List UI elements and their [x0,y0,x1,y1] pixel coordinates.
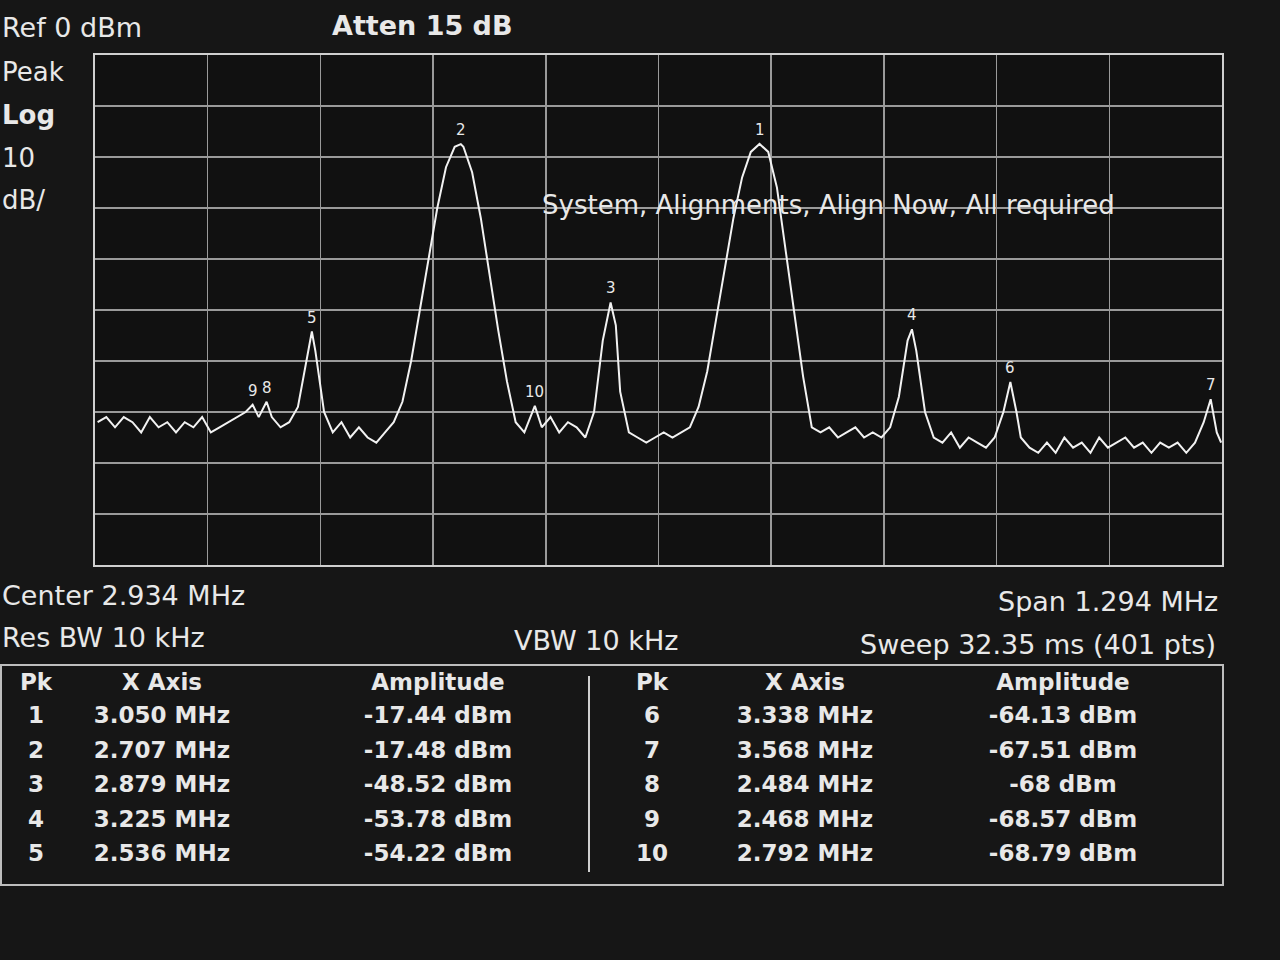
svg-text:7: 7 [1206,376,1216,394]
html-text:Amplitude: Amplitude [996,669,1130,695]
svg-text:9: 9 [248,382,258,400]
html-text:3.568 MHz: 3.568 MHz [736,736,874,763]
html-text:3.225 MHz: 3.225 MHz [93,805,231,832]
html-text:9: 9 [644,805,660,832]
html-text:1: 1 [28,702,44,728]
html-text:2.879 MHz: 2.879 MHz [93,771,231,797]
svg-text:Log: Log [2,100,55,130]
svg-text:Ref 0 dBm: Ref 0 dBm [2,12,142,43]
svg-text:VBW 10 kHz: VBW 10 kHz [514,625,678,656]
html-text:Amplitude: Amplitude [371,669,505,695]
html-text:6: 6 [644,702,660,728]
html-text:2: 2 [28,736,44,763]
html-text:2.707 MHz: 2.707 MHz [93,736,231,763]
svg-text:Peak: Peak [2,57,64,87]
html-text:4: 4 [28,805,44,832]
html-text:-67.51 dBm: -67.51 dBm [988,736,1138,763]
svg-text:10: 10 [2,143,35,173]
html-text:8: 8 [644,771,660,797]
html-text:10: 10 [636,840,668,866]
svg-text:Atten 15 dB: Atten 15 dB [332,10,513,41]
svg-text:Center 2.934 MHz: Center 2.934 MHz [2,580,245,611]
html-text:-17.44 dBm: -17.44 dBm [363,702,513,728]
html-text:-64.13 dBm: -64.13 dBm [988,702,1138,728]
svg-text:System, Alignments, Align Now,: System, Alignments, Align Now, All requi… [542,190,1115,220]
html-text:-53.78 dBm: -53.78 dBm [363,805,513,832]
html-text:2.484 MHz: 2.484 MHz [736,771,874,797]
html-text:-48.52 dBm: -48.52 dBm [363,771,513,797]
html-text:2.792 MHz: 2.792 MHz [736,840,874,866]
svg-text:6: 6 [1005,359,1015,377]
html-text:-17.48 dBm: -17.48 dBm [363,736,513,763]
html-text:-68 dBm: -68 dBm [1009,771,1117,797]
svg-text:8: 8 [262,379,272,397]
html-text:-68.57 dBm: -68.57 dBm [988,805,1138,832]
html-text:2.468 MHz: 2.468 MHz [736,805,874,832]
html-text:Pk: Pk [635,669,669,695]
svg-text:10: 10 [525,383,544,401]
svg-text:1: 1 [755,121,765,139]
svg-text:Span 1.294 MHz: Span 1.294 MHz [998,586,1218,617]
svg-text:5: 5 [307,309,317,327]
html-text:5: 5 [28,840,44,866]
html-text:-54.22 dBm: -54.22 dBm [363,840,513,866]
svg-text:2: 2 [456,121,466,139]
svg-text:4: 4 [907,306,917,324]
html-text:3: 3 [28,771,44,797]
html-text:3.338 MHz: 3.338 MHz [736,702,874,728]
html-text:2.536 MHz: 2.536 MHz [93,840,231,866]
html-text:X Axis: X Axis [765,669,845,695]
svg-text:3: 3 [606,279,616,297]
html-text:-68.79 dBm: -68.79 dBm [988,840,1138,866]
html-text:Pk: Pk [19,669,53,695]
svg-text:Res BW 10 kHz: Res BW 10 kHz [2,622,205,653]
html-text:7: 7 [644,736,660,763]
svg-text:dB/: dB/ [2,185,45,215]
svg-text:Sweep 32.35 ms (401 pts): Sweep 32.35 ms (401 pts) [860,629,1216,660]
html-text:3.050 MHz: 3.050 MHz [93,702,231,728]
html-text:X Axis: X Axis [122,669,202,695]
